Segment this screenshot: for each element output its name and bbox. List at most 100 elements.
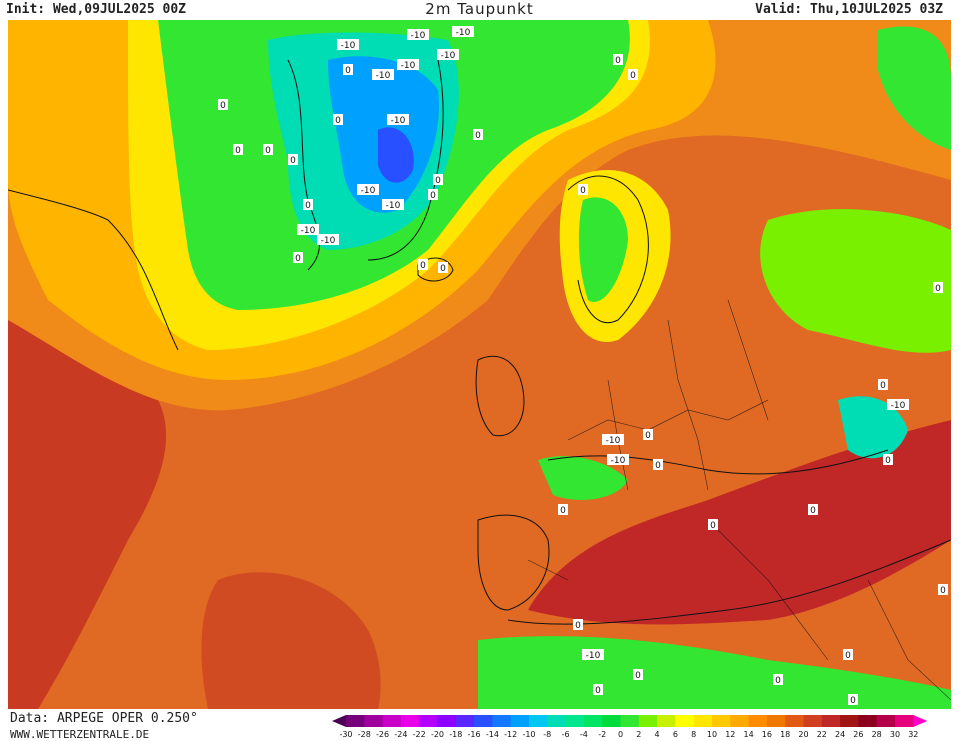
color-legend: -30 -28 -26 -24 -22 -20 -18 -16 -14 -12 -10 -8 -6 -4-…: [330, 713, 958, 741]
contour-label-text: -10: [441, 51, 456, 61]
scandinavia-green: [578, 197, 628, 302]
legend-swatch: [382, 715, 402, 727]
footer-bar: Data: ARPEGE OPER 0.250° WWW.WETTERZENTR…: [0, 709, 959, 741]
legend-tick-label: -16: [468, 730, 481, 739]
contour-label-bg: [233, 144, 243, 155]
legend-tick-label: -30: [339, 730, 352, 739]
legend-swatch: [419, 715, 438, 727]
legend-swatch: [803, 715, 823, 727]
contour-label-bg: [582, 649, 604, 660]
contour-label-text: 0: [595, 686, 601, 696]
contour-label: -10: [602, 434, 624, 446]
contour-label-bg: [933, 282, 943, 293]
contour-label-bg: [293, 252, 303, 263]
contour-label-text: 0: [630, 71, 636, 81]
legend-swatch: [364, 715, 384, 727]
contour-label-text: 0: [810, 506, 816, 516]
contour-label-bg: [573, 619, 583, 630]
legend-tick-label: 12: [725, 730, 735, 739]
legend-swatch: [437, 715, 457, 727]
contour-label-bg: [878, 379, 888, 390]
border-line-5: [527, 559, 569, 581]
contour-label-bg: [578, 184, 588, 195]
legend-swatch: [510, 715, 530, 727]
northeast-europe-green: [760, 209, 951, 353]
contour-label-text: 0: [560, 506, 566, 516]
contour-label: -10: [382, 199, 404, 211]
contour-label-text: -10: [321, 236, 336, 246]
legend-swatch: [876, 715, 896, 727]
legend-swatch: [748, 715, 768, 727]
contour-label-text: 0: [580, 186, 586, 196]
legend-swatch: [693, 715, 713, 727]
legend-swatch: [638, 715, 658, 727]
contour-label-bg: [887, 399, 909, 410]
contour-label-bg: [773, 674, 783, 685]
legend-tick-label: -4: [580, 730, 588, 739]
contour-label: -10: [582, 649, 604, 661]
contour-label-bg: [848, 694, 858, 705]
contour-label-text: 0: [335, 116, 341, 126]
legend-tick-label: 4: [655, 730, 660, 739]
contour-label-bg: [303, 199, 313, 210]
contour-label-bg: [938, 584, 948, 595]
contour-label: 0: [263, 144, 273, 156]
contour-label: -10: [357, 184, 379, 196]
legend-tick-label: 8: [691, 730, 696, 739]
legend-tick-label: -6: [562, 730, 570, 739]
iberia-coast: [477, 514, 550, 611]
legend-tick-label: -28: [358, 730, 371, 739]
contour-label: 0: [628, 69, 638, 81]
map-canvas: -10 -10 -10 -10 -10 -10 -10 -10 -10 -10 -10 0 0 0 0 0 0 0…: [8, 20, 951, 709]
legend-swatch: [565, 715, 585, 727]
contour-label-bg: [428, 189, 438, 200]
contour-label: 0: [218, 99, 228, 111]
contour-label-text: 0: [940, 586, 946, 596]
contour-label: 0: [293, 252, 303, 264]
contour-label: 0: [613, 54, 623, 66]
contour-label: 0: [643, 429, 653, 441]
contour-label-bg: [317, 234, 339, 245]
contour-label: 0: [433, 174, 443, 186]
legend-tick-label: -8: [543, 730, 551, 739]
contour-label-text: 0: [885, 456, 891, 466]
border-line-7: [867, 579, 951, 701]
init-time: Init: Wed,09JUL2025 00Z: [6, 2, 187, 17]
labrador-coast: [107, 219, 179, 351]
legend-tick-label: 26: [853, 730, 863, 739]
contour-label-bg: [643, 429, 653, 440]
contour-label-text: 0: [305, 201, 311, 211]
contour-label-text: 0: [635, 671, 641, 681]
border-line-6: [707, 519, 829, 661]
contour-label: -10: [297, 224, 319, 236]
data-source: Data: ARPEGE OPER 0.250°: [10, 711, 198, 726]
contour-label-bg: [633, 669, 643, 680]
contour-label-bg: [433, 174, 443, 185]
legend-swatch: [730, 715, 750, 727]
map-title: 2m Taupunkt: [425, 0, 534, 18]
contour-label-text: 0: [220, 101, 226, 111]
contour-label-text: 0: [710, 521, 716, 531]
alps-green: [538, 456, 628, 500]
contour-label-bg: [263, 144, 273, 155]
contour-label-bg: [418, 259, 428, 270]
contour-label-bg: [407, 29, 429, 40]
legend-swatch: [675, 715, 695, 727]
dewpoint-map: -10 -10 -10 -10 -10 -10 -10 -10 -10 -10 -10 0 0 0 0 0 0 0…: [8, 20, 951, 709]
contour-label: 0: [343, 64, 353, 76]
contour-label-text: 0: [440, 264, 446, 274]
legend-tick-label: -24: [394, 730, 407, 739]
legend-swatch: [583, 715, 603, 727]
legend-swatch: [766, 715, 786, 727]
contour-label-text: -10: [376, 71, 391, 81]
contour-label-text: 0: [645, 431, 651, 441]
header-bar: Init: Wed,09JUL2025 00Z 2m Taupunkt Vali…: [0, 0, 959, 20]
legend-swatch: [657, 715, 676, 727]
contour-label-text: -10: [361, 186, 376, 196]
contour-label: 0: [473, 129, 483, 141]
contour-label: 0: [633, 669, 643, 681]
scandinavia-coast: [567, 175, 649, 323]
contour-label-bg: [653, 459, 663, 470]
contour-label-bg: [337, 39, 359, 50]
